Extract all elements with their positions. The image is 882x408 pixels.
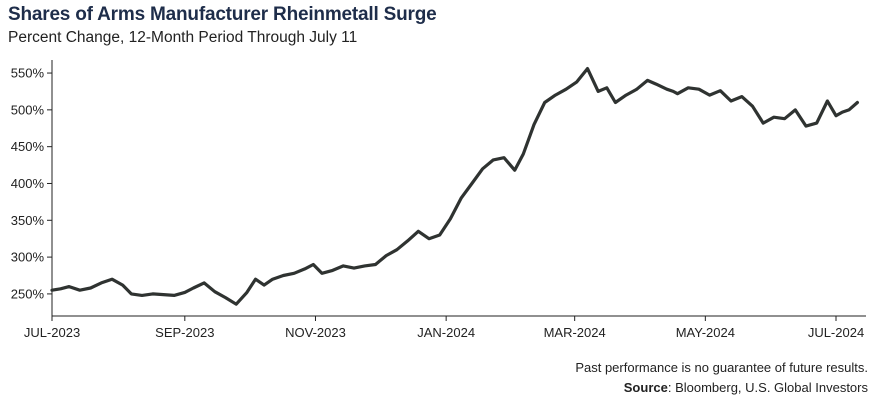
source-label: Source	[623, 380, 668, 395]
x-tick-label: SEP-2023	[155, 325, 214, 340]
chart-subtitle: Percent Change, 12-Month Period Through …	[8, 29, 358, 46]
y-tick-label: 500%	[11, 102, 45, 117]
y-tick-label: 250%	[11, 286, 45, 301]
x-tick-label: JAN-2024	[417, 325, 475, 340]
disclaimer-note: Past performance is no guarantee of futu…	[575, 360, 868, 375]
source-note: Source: Bloomberg, U.S. Global Investors	[624, 380, 868, 395]
y-tick-label: 300%	[11, 250, 45, 265]
x-tick-label: JUL-2024	[808, 325, 864, 340]
x-tick-label: JUL-2023	[24, 325, 80, 340]
x-axis: JUL-2023 SEP-2023 NOV-2023 JAN-2024 MAR-2024…	[24, 315, 866, 340]
x-tick-label: MAY-2024	[676, 325, 735, 340]
y-tick-label: 350%	[11, 213, 45, 228]
y-tick-label: 550%	[11, 66, 45, 81]
series	[50, 66, 860, 306]
y-tick-label: 450%	[11, 139, 45, 154]
x-tick-label: NOV-2023	[285, 325, 346, 340]
chart-title: Shares of Arms Manufacturer Rheinmetall …	[8, 4, 437, 25]
x-tick-label: MAR-2024	[544, 325, 606, 340]
series-line	[50, 66, 860, 306]
source-text: : Bloomberg, U.S. Global Investors	[667, 380, 868, 395]
y-tick-label: 400%	[11, 176, 45, 191]
y-axis: 250% 300% 350% 400% 450% 500% 550%	[11, 60, 53, 316]
